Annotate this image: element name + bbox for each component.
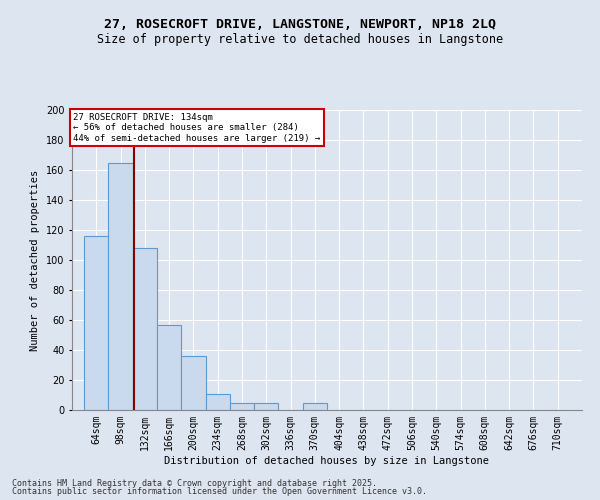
Bar	[206, 394, 230, 410]
Bar	[303, 402, 327, 410]
X-axis label: Distribution of detached houses by size in Langstone: Distribution of detached houses by size …	[164, 456, 490, 466]
Bar	[230, 402, 254, 410]
Text: Contains HM Land Registry data © Crown copyright and database right 2025.: Contains HM Land Registry data © Crown c…	[12, 478, 377, 488]
Bar	[254, 402, 278, 410]
Bar	[133, 248, 157, 410]
Text: 27, ROSECROFT DRIVE, LANGSTONE, NEWPORT, NP18 2LQ: 27, ROSECROFT DRIVE, LANGSTONE, NEWPORT,…	[104, 18, 496, 30]
Bar	[181, 356, 206, 410]
Text: Size of property relative to detached houses in Langstone: Size of property relative to detached ho…	[97, 32, 503, 46]
Bar	[109, 162, 133, 410]
Bar	[84, 236, 109, 410]
Text: 27 ROSECROFT DRIVE: 134sqm
← 56% of detached houses are smaller (284)
44% of sem: 27 ROSECROFT DRIVE: 134sqm ← 56% of deta…	[73, 113, 320, 143]
Y-axis label: Number of detached properties: Number of detached properties	[31, 170, 40, 350]
Bar	[157, 324, 181, 410]
Text: Contains public sector information licensed under the Open Government Licence v3: Contains public sector information licen…	[12, 487, 427, 496]
